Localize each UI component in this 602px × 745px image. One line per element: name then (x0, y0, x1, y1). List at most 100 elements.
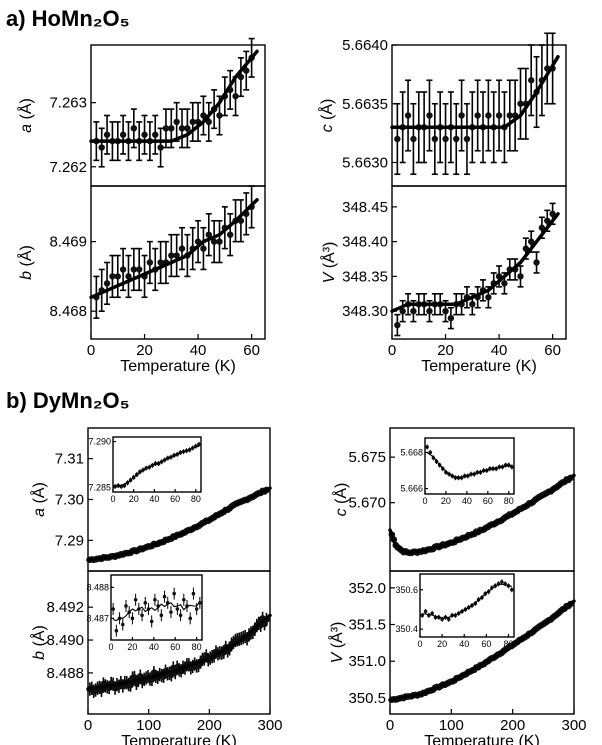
inset-background (111, 575, 202, 640)
x-tick-label: 20 (136, 342, 153, 359)
y-tick-label: 8.468 (49, 303, 87, 320)
y-tick-label: 5.6640 (342, 37, 388, 54)
data-point (446, 617, 451, 622)
data-point (159, 613, 164, 618)
data-point (140, 613, 144, 618)
x-axis-label: Temperature (K) (421, 358, 537, 375)
data-point (509, 587, 514, 592)
y-tick-label: 8.490 (46, 632, 84, 649)
data-point (168, 125, 175, 132)
inset-fit-line (422, 583, 512, 619)
x-tick-label: 60 (170, 494, 180, 504)
plot-ho_v: 348.30 348.35 348.40 348.45 0 20 40 60 Temperatu… (319, 185, 567, 375)
data-point (528, 238, 535, 245)
data-point (182, 597, 186, 602)
data-point (237, 73, 245, 81)
plot-dy_v_inset: 350.4 350.6 0 20 40 60 80 (395, 573, 515, 649)
y-tick-label: 7.263 (49, 95, 87, 112)
data-point (119, 131, 127, 138)
data-point (130, 266, 138, 273)
data-point (485, 294, 492, 301)
data-point (178, 613, 183, 618)
y-tick-label: 348.40 (342, 234, 388, 251)
x-tick-label: 100 (439, 717, 464, 734)
y-tick-label: 350.4 (395, 624, 418, 634)
plot-dy_a_inset: 7.285 7.290 0 20 40 60 80 (88, 436, 202, 504)
data-point (485, 112, 492, 119)
y-tick-label: 7.31 (55, 451, 84, 468)
x-tick-label: 20 (441, 496, 451, 506)
data-point (119, 266, 127, 273)
data-point (469, 301, 476, 308)
plot-frame (112, 436, 202, 493)
y-tick-label: 8.492 (46, 599, 84, 616)
data-point (410, 307, 417, 315)
y-axis-label: b (Å) (16, 245, 35, 280)
y-tick-label: 8.469 (49, 234, 87, 251)
x-tick-label: 60 (481, 639, 491, 649)
data-point (178, 125, 186, 132)
x-tick-label: 80 (503, 639, 513, 649)
data-point (528, 77, 535, 84)
plot-ho_b: 8.468 8.469 0 20 40 60 Temperature (K) b (Å) (16, 185, 266, 375)
data-point (189, 118, 196, 126)
y-tick-label: 5.6630 (342, 155, 388, 172)
y-tick-label: 350.6 (395, 585, 418, 595)
y-tick-label: 5.666 (400, 484, 423, 494)
data-point (216, 112, 223, 119)
data-point (178, 245, 186, 252)
data-point (458, 112, 465, 119)
data-point (157, 144, 164, 151)
data-point (200, 112, 207, 119)
y-tick-label: 348.45 (342, 199, 388, 216)
x-tick-label: 0 (108, 642, 113, 652)
data-point (168, 252, 175, 259)
y-tick-label: 351.5 (348, 617, 386, 634)
plot-dy_c: 5.670 5.675 c (Å) (331, 427, 576, 572)
x-tick-label: 80 (192, 642, 202, 652)
y-tick-label: 8.488 (86, 582, 109, 592)
data-point (130, 125, 138, 132)
data-point (495, 112, 503, 119)
x-tick-label: 20 (437, 342, 454, 359)
y-axis-label: V (Å³) (319, 242, 338, 284)
data-point (394, 321, 401, 329)
x-tick-label: 0 (84, 717, 92, 734)
y-tick-label: 7.29 (55, 532, 84, 549)
data-point (517, 100, 524, 107)
plot-frame (391, 185, 567, 340)
y-tick-label: 348.35 (342, 268, 388, 285)
data-point (135, 266, 143, 273)
x-tick-label: 0 (110, 494, 115, 504)
data-point (501, 280, 508, 287)
data-point (544, 217, 551, 224)
data-point (399, 307, 406, 315)
x-tick-label: 20 (437, 639, 447, 649)
data-point (216, 238, 223, 245)
plot-ho_c: 5.6630 5.6635 5.6640 c (Å) (317, 32, 567, 187)
data-point (442, 307, 449, 315)
x-tick-label: 60 (243, 342, 260, 359)
plot-dy_a: 7.29 7.30 7.31 a (Å) (29, 427, 272, 572)
data-point (442, 135, 449, 143)
inset-fit-line (115, 445, 200, 487)
y-tick-label: 352.0 (348, 580, 386, 597)
data-point (426, 307, 433, 315)
data-point (124, 604, 128, 608)
y-tick-label: 7.262 (49, 159, 87, 176)
data-point (423, 609, 428, 614)
data-point (205, 118, 212, 126)
data-point (162, 594, 167, 599)
x-tick-label: 300 (561, 717, 586, 734)
fit-line (390, 212, 560, 313)
plot-frame (87, 570, 271, 715)
plot-frame (110, 574, 203, 641)
fit-line (388, 473, 576, 555)
data-point (184, 125, 191, 132)
data-point (98, 144, 105, 151)
data-point (133, 597, 138, 602)
x-tick-label: 200 (500, 717, 525, 734)
